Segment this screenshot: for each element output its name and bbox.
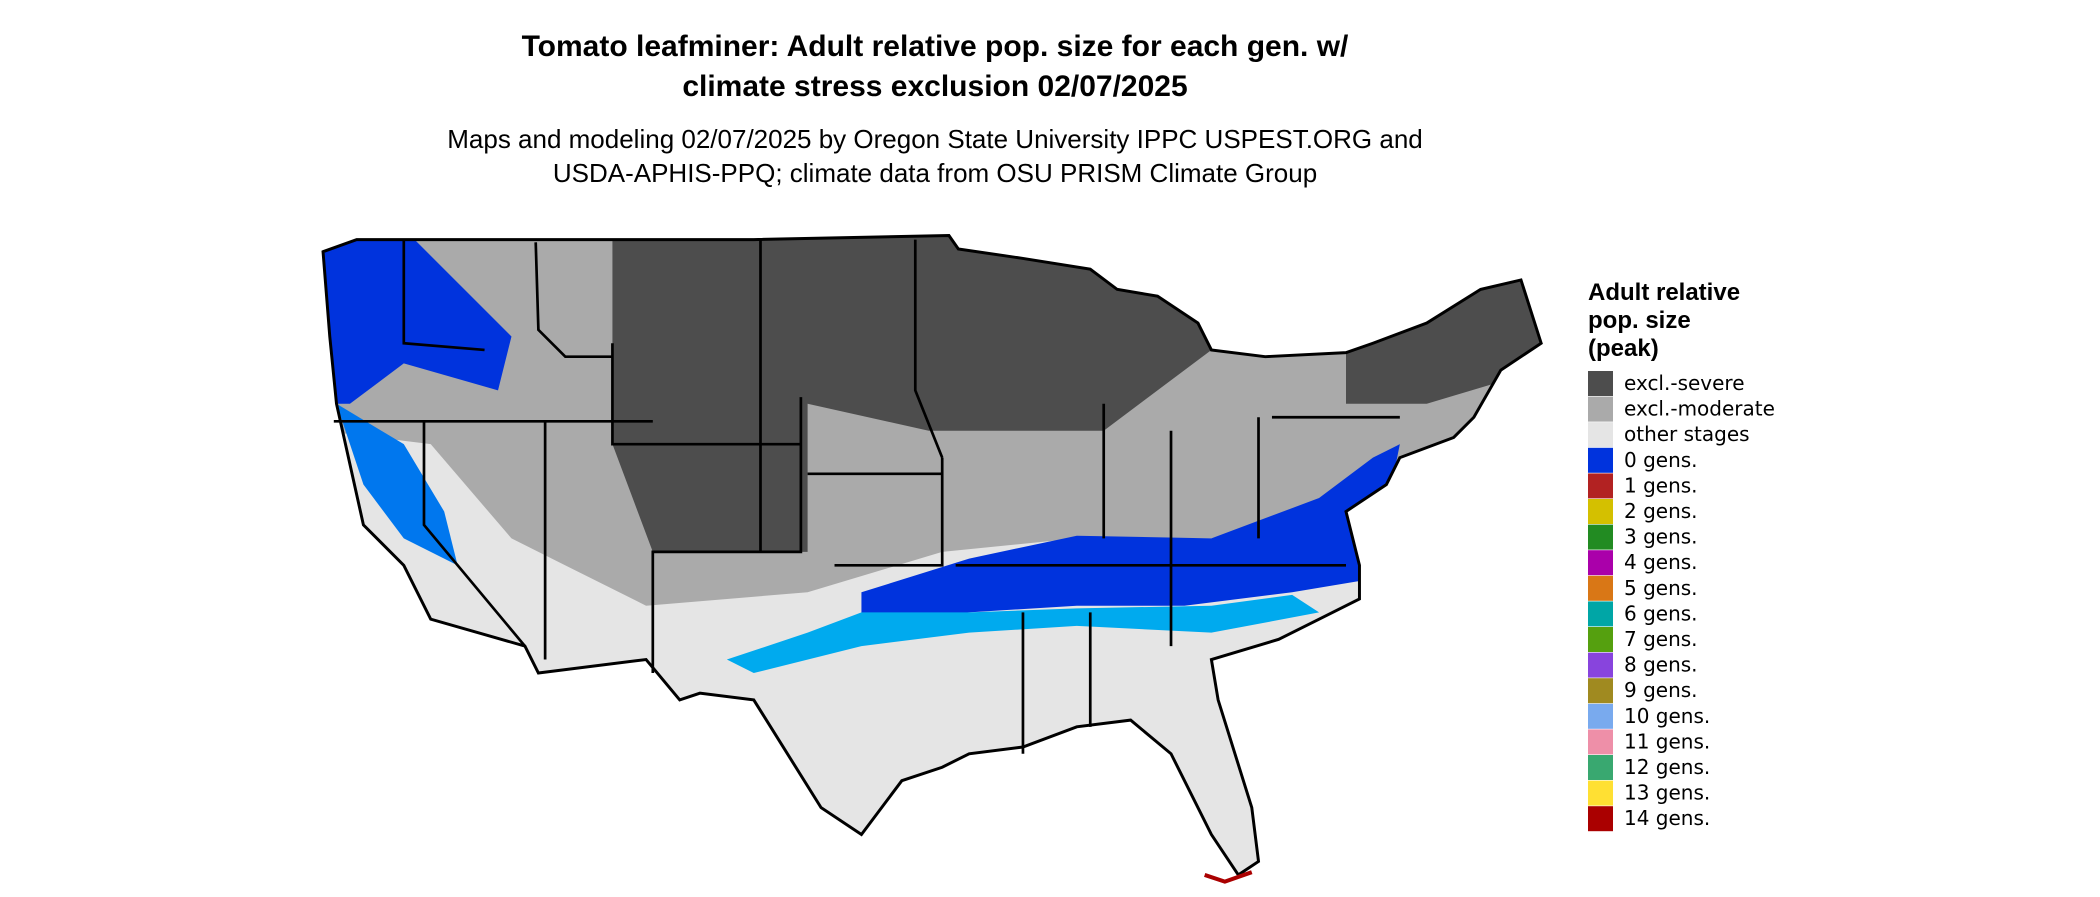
legend-label: excl.-moderate (1624, 397, 1775, 421)
map-fill (323, 235, 1542, 875)
legend-label: 6 gens. (1624, 601, 1698, 625)
legend-label: 4 gens. (1624, 550, 1698, 574)
legend-swatch (1588, 780, 1613, 806)
legend-label: 9 gens. (1624, 678, 1698, 702)
legend-swatch (1588, 422, 1613, 448)
legend-swatch (1588, 473, 1613, 499)
state-borders (333, 239, 1400, 754)
us-outline (321, 234, 1543, 877)
legend-label: excl.-severe (1624, 371, 1745, 395)
legend-swatch (1588, 447, 1613, 473)
legend-swatch (1588, 601, 1613, 627)
legend-swatch (1588, 806, 1613, 832)
region-14-gens (1204, 870, 1253, 884)
legend-swatch (1588, 550, 1613, 576)
legend-title: pop. size (1588, 307, 1691, 334)
region-excl-severe (1345, 235, 1542, 404)
legend-label: 0 gens. (1624, 448, 1698, 472)
legend-label: 11 gens. (1624, 729, 1710, 753)
legend-label: 13 gens. (1624, 781, 1710, 805)
legend-label: 7 gens. (1624, 627, 1698, 651)
chart-title: climate stress exclusion 02/07/2025 (682, 70, 1187, 103)
legend-label: 1 gens. (1624, 473, 1698, 497)
legend-label: 5 gens. (1624, 576, 1698, 600)
region-0-gens-west (336, 403, 458, 566)
chart-title: Tomato leafminer: Adult relative pop. si… (522, 30, 1349, 63)
legend-swatch (1588, 396, 1613, 422)
legend-label: 3 gens. (1624, 525, 1698, 549)
legend-label: 10 gens. (1624, 704, 1710, 728)
region-0-gens (861, 444, 1400, 620)
legend-title: Adult relative (1588, 279, 1740, 306)
legend-swatch (1588, 627, 1613, 652)
legend-swatch (1588, 678, 1613, 704)
region-excl-severe (612, 235, 1212, 552)
legend-swatch (1588, 524, 1613, 550)
legend-title: (peak) (1588, 335, 1659, 362)
legend-swatch (1588, 703, 1613, 729)
legend-swatch (1588, 652, 1613, 678)
legend-swatch (1588, 575, 1613, 601)
legend-swatch (1588, 371, 1613, 396)
legend-label: 8 gens. (1624, 653, 1698, 677)
chart-subtitle: USDA-APHIS-PPQ; climate data from OSU PR… (553, 158, 1317, 188)
chart-subtitle: Maps and modeling 02/07/2025 by Oregon S… (447, 124, 1423, 154)
legend-swatch (1588, 755, 1613, 780)
legend-label: 12 gens. (1624, 755, 1710, 779)
titles: Tomato leafminer: Adult relative pop. si… (447, 30, 1423, 188)
legend-swatch (1588, 729, 1613, 755)
region-0-gens (323, 235, 512, 404)
legend-label: 2 gens. (1624, 499, 1698, 523)
legend-label: 14 gens. (1624, 806, 1710, 830)
legend-label: other stages (1624, 422, 1750, 446)
legend-swatch (1588, 499, 1613, 524)
us-map (321, 234, 1543, 884)
